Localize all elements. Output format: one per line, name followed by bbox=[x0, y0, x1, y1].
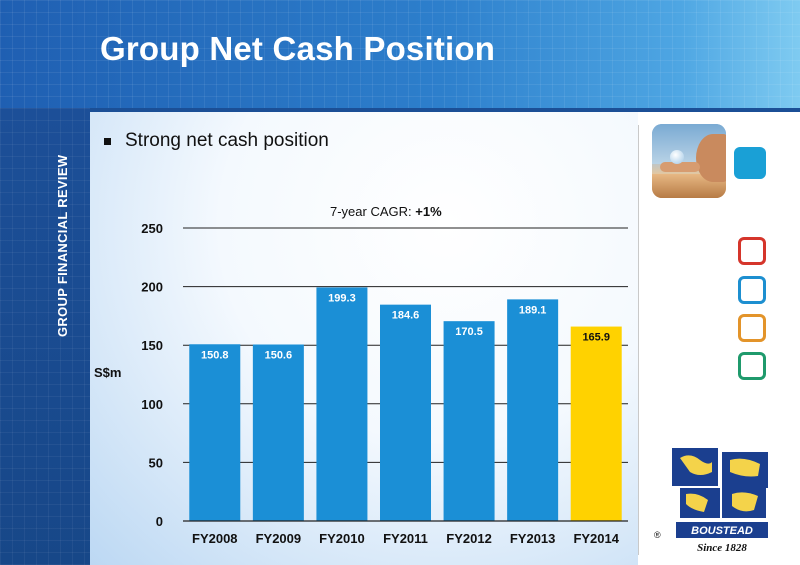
sidebar-grid-pattern bbox=[0, 108, 90, 565]
y-tick-label: 150 bbox=[141, 338, 163, 353]
x-tick-label: FY2009 bbox=[256, 531, 302, 546]
cagr-value: +1% bbox=[415, 204, 442, 219]
logo-registered-mark: ® bbox=[654, 530, 661, 540]
cagr-prefix: 7-year CAGR: bbox=[330, 204, 415, 219]
x-tick-label: FY2014 bbox=[573, 531, 619, 546]
blue-square-icon bbox=[738, 276, 766, 304]
data-label: 150.6 bbox=[265, 349, 293, 361]
bullet-text: Strong net cash position bbox=[125, 130, 329, 151]
bar bbox=[380, 304, 431, 521]
bar bbox=[507, 299, 559, 521]
chart-labels: 150.8 150.6 199.3 184.6 170.5 189.1 165.9 bbox=[201, 292, 610, 361]
photo-face bbox=[696, 134, 726, 182]
green-square-icon bbox=[738, 352, 766, 380]
header-bar bbox=[0, 0, 800, 108]
y-tick-label: 0 bbox=[156, 514, 163, 529]
x-tick-label: FY2008 bbox=[192, 531, 238, 546]
header-divider bbox=[90, 108, 800, 112]
bar bbox=[443, 321, 495, 521]
chart-axis: 0 50 100 150 200 250 FY2008 FY2009 FY2010 FY2011 F… bbox=[141, 221, 628, 546]
y-tick-label: 250 bbox=[141, 221, 163, 236]
logo-name: BOUSTEAD bbox=[691, 525, 753, 537]
boustead-globe-logo: BOUSTEAD Since 1828 bbox=[672, 448, 768, 554]
orange-square-icon bbox=[738, 314, 766, 342]
chart-bars bbox=[189, 287, 622, 521]
sidebar bbox=[0, 108, 90, 565]
x-tick-label: FY2011 bbox=[383, 531, 428, 546]
bullet-point: Strong net cash position bbox=[104, 130, 329, 152]
header-grid-pattern bbox=[0, 0, 800, 108]
bar bbox=[252, 344, 304, 521]
y-axis-label: S$m bbox=[94, 365, 121, 380]
woman-water-drop-photo bbox=[652, 124, 726, 198]
x-tick-label: FY2013 bbox=[510, 531, 556, 546]
right-divider bbox=[638, 125, 639, 555]
logo-name-plate bbox=[676, 522, 768, 538]
bar bbox=[189, 344, 241, 521]
y-tick-label: 200 bbox=[141, 280, 163, 295]
red-square-icon bbox=[738, 237, 766, 265]
x-tick-label: FY2010 bbox=[319, 531, 365, 546]
water-drop-icon bbox=[670, 150, 684, 164]
data-label: 165.9 bbox=[582, 332, 610, 344]
bar bbox=[316, 287, 368, 521]
bullet-square-icon bbox=[104, 137, 111, 145]
x-tick-label: FY2012 bbox=[446, 531, 492, 546]
cagr-annotation: 7-year CAGR: +1% bbox=[330, 204, 442, 219]
data-label: 189.1 bbox=[519, 304, 547, 316]
data-label: 170.5 bbox=[455, 326, 483, 338]
y-tick-label: 100 bbox=[141, 397, 163, 412]
data-label: 184.6 bbox=[392, 310, 420, 322]
data-label: 199.3 bbox=[328, 292, 356, 304]
logo-continent-3 bbox=[686, 493, 708, 512]
logo-tagline: Since 1828 bbox=[697, 542, 747, 554]
data-label: 150.8 bbox=[201, 349, 229, 361]
page-title: Group Net Cash Position bbox=[100, 30, 496, 67]
teal-square-icon bbox=[734, 147, 766, 179]
y-tick-label: 50 bbox=[149, 455, 163, 470]
logo-continent-2 bbox=[730, 458, 760, 477]
logo-continent-4 bbox=[732, 492, 758, 512]
bar bbox=[570, 326, 622, 521]
photo-hand bbox=[660, 162, 700, 172]
logo-continent-1 bbox=[680, 455, 712, 475]
